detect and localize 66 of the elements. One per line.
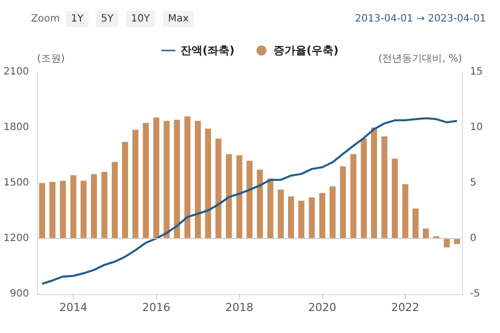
text: 10Y: [131, 14, 151, 24]
x-tick-label: 2020: [308, 301, 336, 314]
bar: [412, 208, 419, 238]
bar: [402, 184, 408, 238]
bar: [278, 190, 284, 238]
bar: [350, 154, 356, 238]
bar: [164, 120, 170, 238]
bar: [319, 192, 326, 238]
bar: [132, 130, 138, 238]
y2-tick-label: 10: [470, 122, 483, 133]
bar: [122, 142, 128, 238]
text: 1Y: [71, 14, 84, 24]
bar: [215, 138, 222, 238]
y-axis-title: (조원): [37, 54, 65, 64]
text: Zoom: [31, 14, 60, 24]
legend-label: 잔액(좌축): [180, 44, 235, 57]
y2-axis-title: (전년동기대비, %): [378, 54, 462, 64]
bar: [226, 154, 232, 238]
bar: [49, 182, 56, 238]
bar: [340, 166, 346, 238]
x-tick-label: 2022: [391, 301, 420, 314]
bar: [267, 178, 274, 238]
y-tick-label: 1200: [4, 233, 29, 244]
bar: [381, 136, 388, 238]
bar: [236, 155, 242, 238]
bar: [90, 174, 97, 238]
bar: [60, 180, 66, 238]
legend-label: 증가율(우축): [274, 44, 339, 57]
bar: [80, 180, 87, 238]
bar: [371, 128, 378, 238]
bar: [298, 200, 304, 238]
bar: [422, 228, 429, 238]
y-tick-label: 900: [10, 288, 29, 300]
bar: [153, 118, 160, 238]
bar: [360, 138, 367, 238]
y-tick-label: 1500: [4, 178, 29, 188]
y2-tick-label: 15: [470, 66, 483, 78]
bar: [174, 120, 180, 238]
bar: [256, 170, 263, 238]
y2-tick-label: 5: [470, 178, 476, 188]
bar: [288, 196, 294, 238]
text: Max: [168, 14, 189, 24]
x-tick-label: 2018: [225, 301, 254, 314]
bar: [112, 162, 118, 238]
text: 2013-04-01 → 2023-04-01: [355, 14, 486, 24]
y2-tick-label: 0: [470, 233, 476, 244]
bar: [70, 175, 76, 238]
bar: [454, 238, 460, 244]
y2-tick-label: -5: [470, 288, 480, 300]
text: 5Y: [101, 14, 114, 24]
x-tick-label: 2016: [142, 301, 170, 314]
bar: [205, 128, 212, 238]
bar: [308, 197, 315, 238]
bar: [101, 172, 108, 238]
y-tick-label: 2100: [4, 66, 29, 78]
bar: [184, 116, 190, 238]
y-tick-label: 1800: [4, 122, 29, 133]
bar: [246, 160, 253, 238]
line-series: [41, 117, 458, 285]
bar: [194, 120, 201, 238]
bar: [142, 123, 149, 238]
x-tick-label: 2014: [59, 301, 88, 314]
bar: [39, 183, 46, 238]
bar: [330, 186, 336, 238]
bar: [444, 238, 450, 248]
bar: [392, 158, 398, 238]
